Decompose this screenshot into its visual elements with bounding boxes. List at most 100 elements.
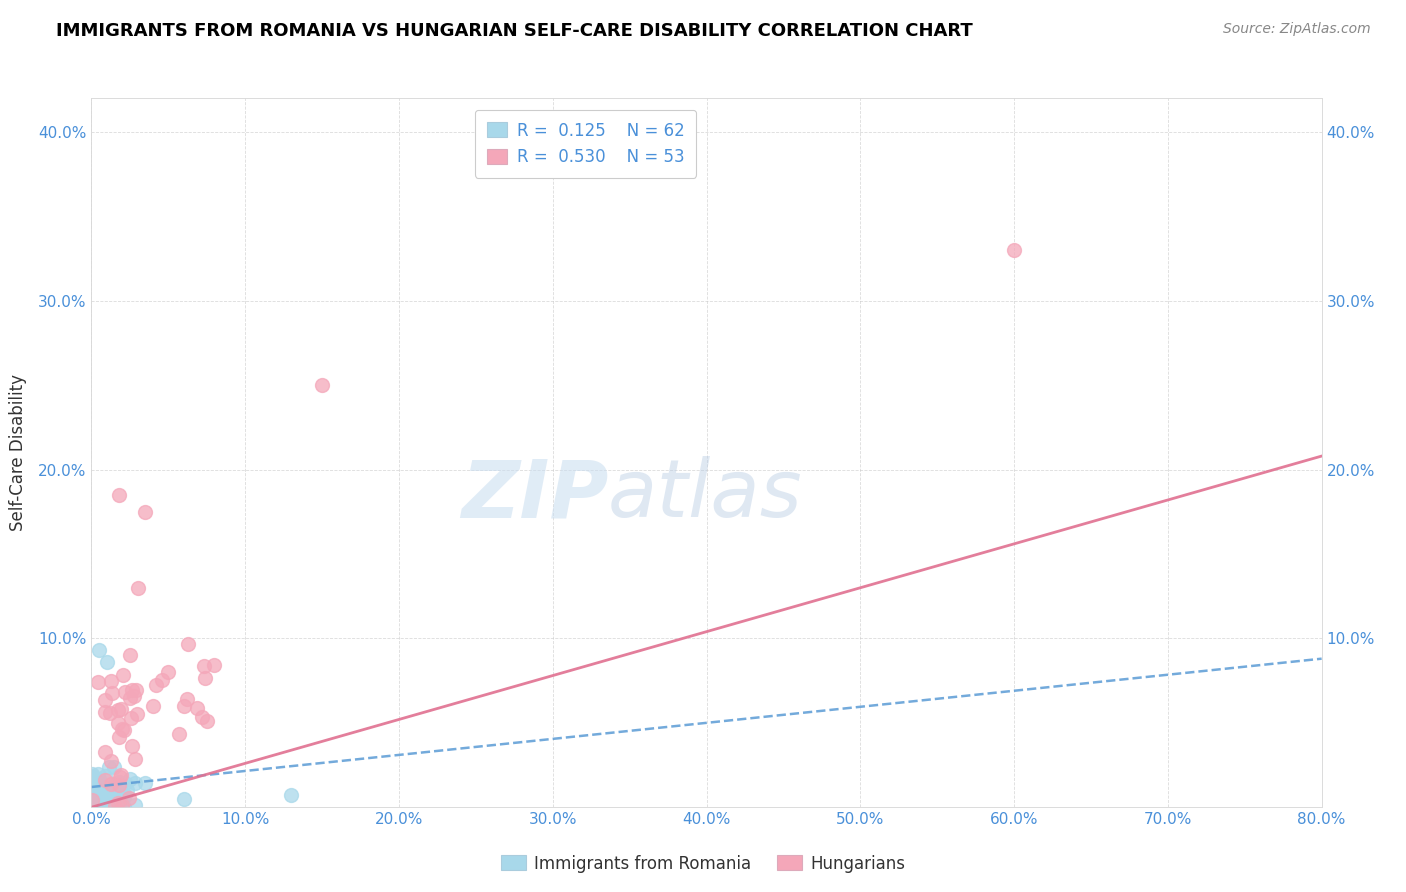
Point [118, 791, 141, 805]
Point [87, 786, 110, 800]
Point [120, 691, 142, 706]
Point [84, 795, 107, 809]
Point [86, 788, 108, 802]
Point [122, 689, 145, 703]
Point [86, 778, 108, 792]
Point [107, 780, 129, 795]
Point [194, 671, 217, 685]
Point [101, 797, 124, 811]
Point [167, 727, 190, 741]
Point [121, 739, 143, 753]
Point [124, 798, 146, 813]
Point [121, 683, 143, 698]
Point [86, 790, 108, 805]
Point [124, 751, 146, 765]
Point [100, 781, 122, 796]
Point [104, 777, 127, 791]
Point [107, 796, 129, 810]
Point [118, 648, 141, 663]
Point [96, 655, 118, 669]
Point [97, 794, 120, 808]
Point [110, 723, 132, 737]
Text: IMMIGRANTS FROM ROMANIA VS HUNGARIAN SELF-CARE DISABILITY CORRELATION CHART: IMMIGRANTS FROM ROMANIA VS HUNGARIAN SEL… [56, 22, 973, 40]
Point [80, 797, 103, 811]
Point [111, 800, 134, 814]
Point [145, 678, 167, 692]
Point [110, 701, 132, 715]
Point [104, 789, 127, 804]
Point [108, 796, 131, 810]
Point [142, 698, 165, 713]
Point [100, 754, 122, 768]
Point [94, 705, 117, 719]
Point [107, 703, 129, 717]
Point [114, 789, 136, 803]
Point [114, 684, 136, 698]
Point [87, 643, 110, 657]
Text: Source: ZipAtlas.com: Source: ZipAtlas.com [1223, 22, 1371, 37]
Point [120, 711, 142, 725]
Legend: Immigrants from Romania, Hungarians: Immigrants from Romania, Hungarians [495, 848, 911, 880]
Point [86, 674, 108, 689]
Point [97, 760, 120, 774]
Point [101, 686, 124, 700]
Point [82, 769, 104, 783]
Point [94, 693, 117, 707]
Point [87, 775, 110, 789]
Point [127, 706, 149, 721]
Point [107, 716, 129, 731]
Point [173, 792, 195, 806]
Point [100, 780, 122, 795]
Point [112, 723, 135, 738]
Point [107, 778, 129, 792]
Point [177, 637, 200, 651]
Point [100, 674, 122, 689]
Point [112, 668, 135, 682]
Point [84, 791, 107, 805]
Point [186, 701, 208, 715]
Point [87, 799, 110, 814]
Point [84, 772, 107, 787]
Point [157, 665, 180, 680]
Point [84, 797, 107, 811]
Point [127, 581, 149, 595]
Point [191, 709, 214, 723]
Point [103, 759, 125, 773]
Point [86, 780, 108, 794]
Point [115, 782, 138, 797]
Point [98, 706, 121, 720]
Point [311, 378, 333, 392]
Point [202, 657, 225, 672]
Point [87, 772, 110, 786]
Text: ZIP: ZIP [461, 456, 607, 534]
Point [93, 789, 115, 803]
Point [86, 790, 108, 805]
Point [134, 505, 156, 519]
Point [100, 777, 122, 791]
Point [1002, 243, 1025, 257]
Point [98, 789, 121, 803]
Point [280, 789, 302, 803]
Point [108, 778, 131, 792]
Point [80, 767, 103, 781]
Point [124, 776, 146, 790]
Point [94, 773, 117, 788]
Point [111, 797, 134, 812]
Point [193, 658, 215, 673]
Text: atlas: atlas [607, 456, 803, 534]
Point [82, 797, 104, 811]
Point [195, 714, 218, 728]
Point [84, 796, 107, 810]
Point [173, 698, 195, 713]
Point [97, 789, 120, 803]
Point [94, 769, 117, 783]
Point [94, 745, 117, 759]
Point [83, 794, 105, 808]
Point [110, 768, 132, 782]
Point [83, 772, 105, 787]
Point [83, 797, 105, 811]
Legend: R =  0.125    N = 62, R =  0.530    N = 53: R = 0.125 N = 62, R = 0.530 N = 53 [475, 110, 696, 178]
Point [103, 798, 125, 813]
Point [125, 683, 148, 698]
Point [93, 790, 115, 805]
